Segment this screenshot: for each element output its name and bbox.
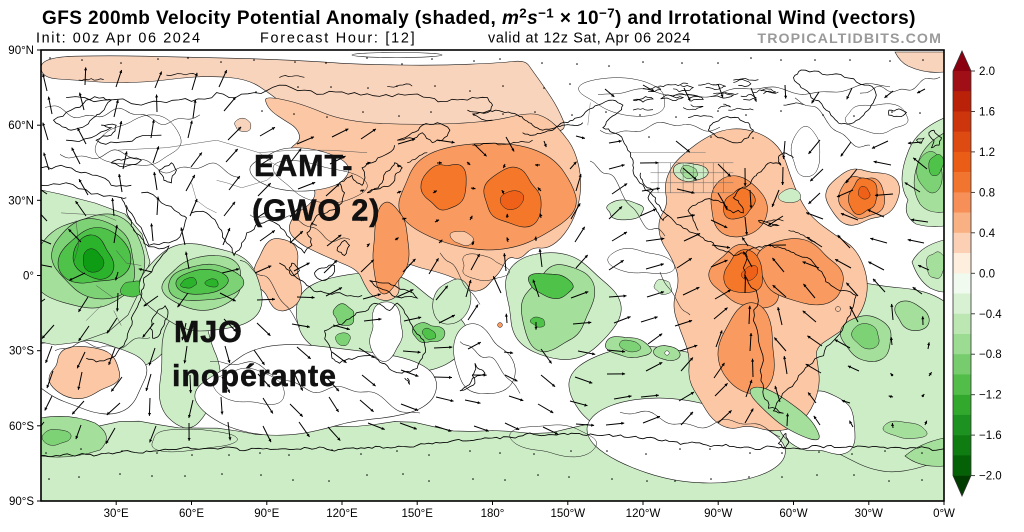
svg-text:EAMT-: EAMT- — [254, 149, 353, 183]
svg-text:30°W: 30°W — [855, 508, 883, 520]
svg-text:Init: 00z Apr 06 2024: Init: 00z Apr 06 2024 — [36, 31, 202, 47]
svg-text:−0.4: −0.4 — [979, 309, 1002, 321]
svg-text:90°W: 90°W — [704, 508, 732, 520]
svg-text:60°W: 60°W — [779, 508, 807, 520]
svg-text:2.0: 2.0 — [979, 66, 995, 78]
svg-text:30°S: 30°S — [9, 346, 34, 358]
svg-text:valid at 12z Sat, Apr 06 2024: valid at 12z Sat, Apr 06 2024 — [488, 31, 691, 47]
svg-text:180°: 180° — [481, 508, 505, 520]
svg-text:90°S: 90°S — [9, 496, 34, 508]
svg-text:90°E: 90°E — [254, 508, 279, 520]
svg-text:−1.2: −1.2 — [979, 390, 1002, 402]
svg-text:0°W: 0°W — [933, 508, 955, 520]
svg-text:(GWO 2): (GWO 2) — [252, 194, 380, 228]
svg-text:0.0: 0.0 — [979, 268, 995, 280]
svg-text:−1.6: −1.6 — [979, 430, 1002, 442]
svg-text:30°N: 30°N — [8, 195, 34, 207]
svg-text:120°W: 120°W — [626, 508, 661, 520]
svg-text:TROPICALTIDBITS.COM: TROPICALTIDBITS.COM — [757, 31, 942, 47]
svg-text:0.4: 0.4 — [979, 228, 996, 240]
svg-text:60°N: 60°N — [8, 120, 34, 132]
svg-text:GFS 200mb Velocity Potential A: GFS 200mb Velocity Potential Anomaly (sh… — [42, 5, 916, 29]
svg-text:inopérante: inopérante — [172, 359, 337, 393]
svg-text:1.6: 1.6 — [979, 107, 995, 119]
svg-text:MJO: MJO — [174, 315, 243, 349]
svg-text:150°W: 150°W — [550, 508, 585, 520]
svg-text:60°S: 60°S — [9, 421, 34, 433]
svg-text:60°E: 60°E — [179, 508, 204, 520]
svg-text:150°E: 150°E — [401, 508, 433, 520]
svg-text:0°: 0° — [23, 271, 34, 283]
svg-text:0.8: 0.8 — [979, 187, 995, 199]
svg-text:30°E: 30°E — [104, 508, 129, 520]
svg-text:90°N: 90°N — [8, 45, 34, 57]
svg-text:1.2: 1.2 — [979, 147, 995, 159]
svg-text:120°E: 120°E — [326, 508, 358, 520]
svg-text:Forecast Hour: [12]: Forecast Hour: [12] — [260, 31, 416, 47]
svg-text:−0.8: −0.8 — [979, 349, 1002, 361]
svg-text:−2.0: −2.0 — [979, 471, 1002, 483]
